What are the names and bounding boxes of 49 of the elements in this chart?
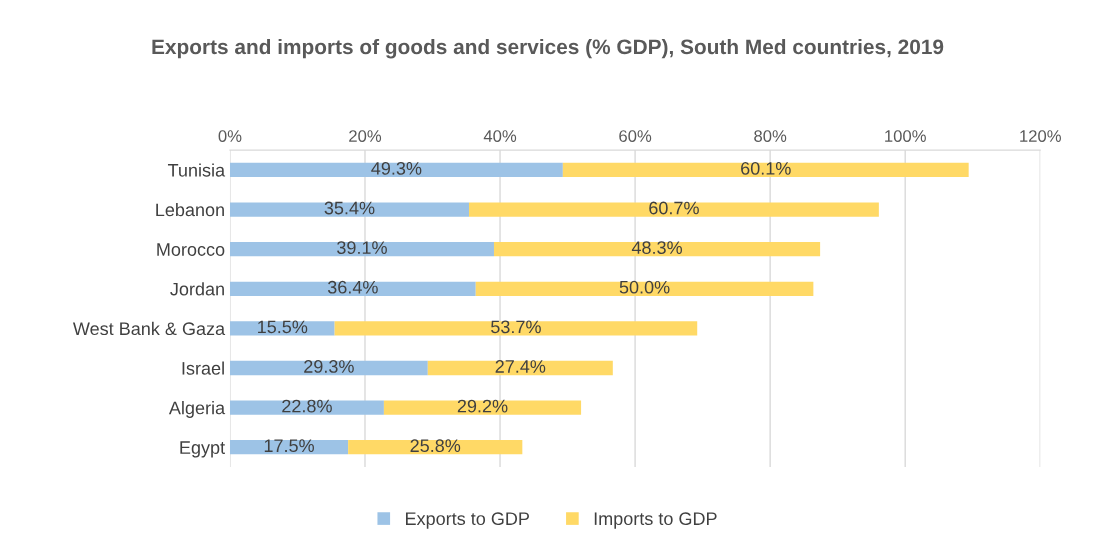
bar [229,162,563,178]
bar [427,360,613,376]
data-label: 60.7% [649,201,699,215]
data-label: 27.4% [495,360,546,373]
x-tick-label: 100% [885,130,926,142]
bar [229,202,469,217]
data-label: 17.5% [264,439,314,453]
bar [383,400,582,415]
data-label: 36.4% [327,280,378,294]
y-tick-label: Algeria [168,401,226,418]
data-label: 25.8% [410,439,461,453]
bar [475,281,814,296]
legend-label: Exports to GDP [406,512,529,529]
x-tick-label: 40% [483,130,517,142]
bar [229,321,335,336]
data-label: 49.3% [371,161,422,175]
data-label: 15.5% [258,320,308,334]
bar [229,242,494,257]
x-tick-label: 20% [349,130,382,142]
x-tick-label: 80% [754,130,787,142]
bar [334,321,698,336]
bar [468,202,879,217]
y-tick-label: Jordan [170,282,224,296]
data-label: 53.7% [491,320,541,334]
data-label: 60.1% [741,161,791,175]
y-tick-label: Morocco [157,243,225,256]
legend-label: Imports to GDP [594,512,717,529]
bar [229,281,476,296]
bar [348,440,523,455]
data-label: 22.8% [282,399,332,413]
bar [229,400,384,415]
y-tick-label: Tunisia [167,163,226,177]
y-tick-label: West Bank & Gaza [72,321,226,336]
data-label: 29.2% [457,399,508,413]
data-label: 35.4% [324,201,375,215]
bar [493,242,821,257]
x-tick-label: 60% [619,130,652,142]
bar [562,162,969,178]
y-tick-label: Lebanon [156,203,224,217]
bar [229,360,428,376]
data-label: 48.3% [631,241,682,254]
chart-title: Exports and imports of goods and services (% GDP), South Med countries, 2019 [152,38,944,59]
y-tick-label: Israel [182,361,224,375]
x-tick-label: 0% [218,130,242,142]
data-label: 50.0% [619,280,670,294]
x-tick-label: 120% [1020,130,1061,142]
data-label: 29.3% [304,360,354,373]
data-label: 39.1% [337,241,387,254]
y-tick-label: Egypt [180,441,225,458]
